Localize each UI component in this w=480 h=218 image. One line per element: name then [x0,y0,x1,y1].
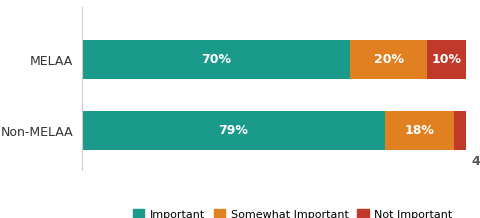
Text: 20%: 20% [374,53,404,66]
Text: 18%: 18% [405,124,434,137]
Text: 4%: 4% [471,155,480,168]
Text: 70%: 70% [201,53,231,66]
Legend: Important, Somewhat Important, Not Important: Important, Somewhat Important, Not Impor… [129,205,457,218]
Bar [427,40,466,79]
Bar [82,111,385,150]
Bar [385,111,454,150]
Bar [454,111,469,150]
Bar [82,40,350,79]
Bar [350,40,427,79]
Text: 79%: 79% [218,124,248,137]
Text: 10%: 10% [432,53,461,66]
